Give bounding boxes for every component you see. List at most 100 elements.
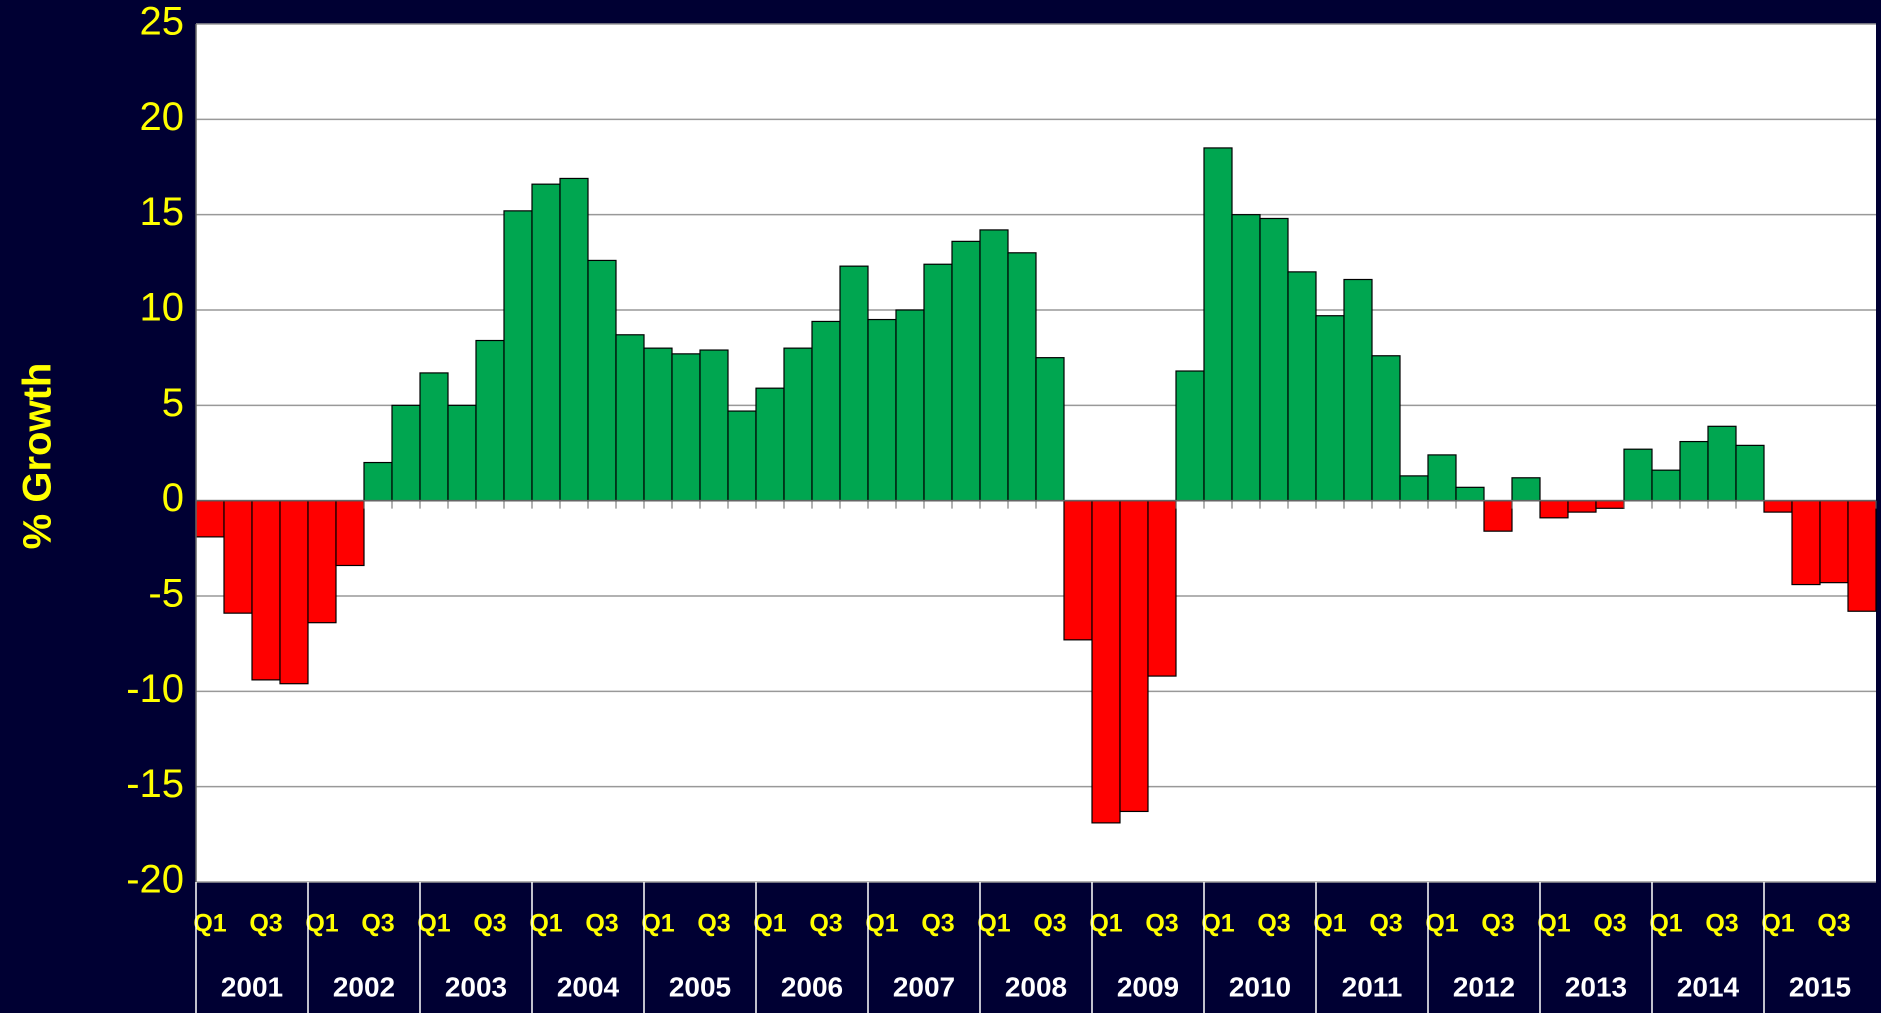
bar	[671, 353, 701, 502]
bar	[1791, 500, 1821, 586]
bar	[1147, 500, 1177, 677]
bar	[391, 404, 421, 502]
x-tick-label: Q3	[473, 910, 506, 938]
y-tick-label: 25	[140, 0, 185, 44]
bar	[307, 500, 337, 624]
bar	[1623, 448, 1653, 502]
year-label: 2004	[557, 971, 620, 1002]
x-tick-label: Q1	[1313, 910, 1346, 938]
bar	[979, 229, 1009, 502]
bar	[1735, 444, 1765, 502]
bar	[251, 500, 281, 681]
x-tick-label: Q1	[1649, 910, 1682, 938]
bar	[1175, 370, 1205, 502]
bar	[1203, 147, 1233, 502]
bar	[755, 387, 785, 502]
year-label: 2006	[781, 971, 843, 1002]
year-label: 2001	[221, 971, 283, 1002]
y-tick-label: 20	[140, 95, 185, 139]
bar	[951, 240, 981, 502]
bar	[1511, 477, 1541, 502]
bar	[1567, 500, 1597, 513]
year-label: 2003	[445, 971, 507, 1002]
y-tick-label: 10	[140, 286, 185, 330]
year-label: 2009	[1117, 971, 1179, 1002]
bar	[895, 309, 925, 502]
bar	[1651, 469, 1681, 502]
y-tick-label: -20	[126, 858, 184, 902]
y-tick-label: -5	[148, 572, 184, 616]
year-label: 2014	[1677, 971, 1740, 1002]
bar	[1231, 214, 1261, 502]
bar	[783, 347, 813, 502]
year-label: 2007	[893, 971, 955, 1002]
bar	[1343, 278, 1373, 502]
x-tick-label: Q1	[1089, 910, 1122, 938]
x-tick-label: Q3	[585, 910, 618, 938]
x-tick-label: Q1	[305, 910, 338, 938]
x-tick-label: Q1	[865, 910, 898, 938]
x-tick-label: Q1	[753, 910, 786, 938]
y-tick-label: -10	[126, 667, 184, 711]
bar	[1399, 475, 1429, 502]
bar	[1063, 500, 1093, 641]
bar	[503, 210, 533, 502]
bar	[1847, 500, 1877, 612]
bar	[1091, 500, 1121, 824]
x-tick-label: Q1	[641, 910, 674, 938]
bar	[419, 372, 449, 502]
bar	[279, 500, 309, 685]
x-tick-label: Q3	[1481, 910, 1514, 938]
x-tick-label: Q3	[1257, 910, 1290, 938]
x-tick-label: Q3	[1593, 910, 1626, 938]
bar	[1007, 252, 1037, 502]
x-tick-label: Q3	[697, 910, 730, 938]
y-axis-label: % Growth	[16, 363, 60, 550]
bar	[1315, 315, 1345, 502]
y-tick-label: 5	[162, 381, 184, 425]
x-tick-label: Q3	[361, 910, 394, 938]
bar	[195, 500, 225, 538]
year-label: 2013	[1565, 971, 1627, 1002]
bar	[867, 318, 897, 502]
x-tick-label: Q1	[977, 910, 1010, 938]
bar	[1455, 486, 1485, 502]
bar	[1763, 500, 1793, 513]
bar	[727, 410, 757, 502]
x-tick-label: Q3	[1033, 910, 1066, 938]
year-label: 2011	[1342, 971, 1403, 1002]
bar	[587, 259, 617, 502]
x-tick-label: Q1	[1537, 910, 1570, 938]
x-tick-label: Q1	[417, 910, 450, 938]
bar	[643, 347, 673, 502]
bar	[447, 404, 477, 502]
bar	[1035, 357, 1065, 502]
bar	[223, 500, 253, 614]
x-tick-label: Q3	[921, 910, 954, 938]
x-tick-label: Q1	[529, 910, 562, 938]
bar	[1707, 425, 1737, 502]
x-tick-label: Q1	[1761, 910, 1794, 938]
bar	[1427, 454, 1457, 502]
bar	[363, 461, 393, 502]
bar	[811, 320, 841, 502]
x-tick-label: Q1	[1425, 910, 1458, 938]
x-tick-label: Q3	[1705, 910, 1738, 938]
x-tick-label: Q1	[1201, 910, 1234, 938]
x-tick-label: Q3	[1817, 910, 1850, 938]
bar	[923, 263, 953, 502]
year-label: 2005	[669, 971, 731, 1002]
bar	[1119, 500, 1149, 813]
x-tick-label: Q3	[1145, 910, 1178, 938]
bar	[615, 334, 645, 502]
bar	[1819, 500, 1849, 584]
bar	[839, 265, 869, 502]
bar	[1679, 440, 1709, 502]
x-tick-label: Q1	[193, 910, 226, 938]
bar	[531, 183, 561, 502]
bar	[1539, 500, 1569, 519]
bar	[1287, 271, 1317, 502]
year-label: 2012	[1453, 971, 1515, 1002]
bar	[559, 177, 589, 502]
